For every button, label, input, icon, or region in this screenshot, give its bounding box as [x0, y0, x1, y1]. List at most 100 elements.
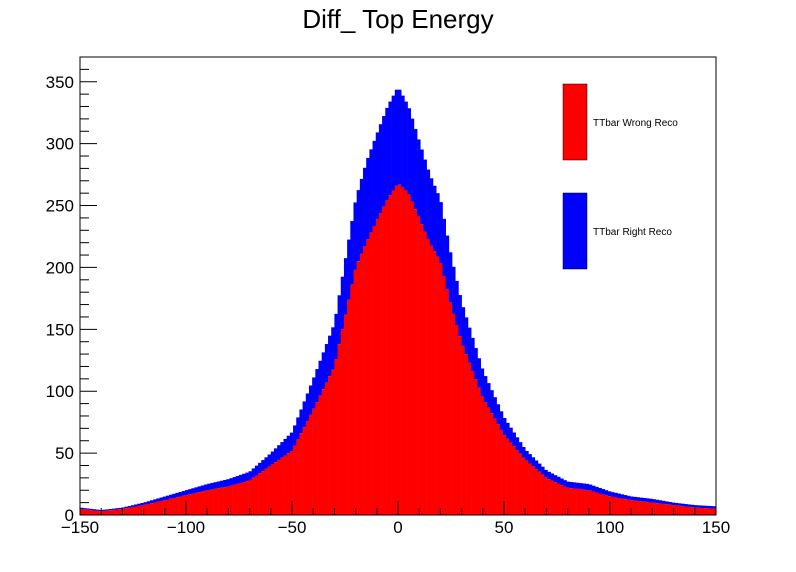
bar-wrong-reco [363, 246, 367, 515]
bar-wrong-reco [124, 508, 128, 515]
bar-wrong-reco [172, 498, 176, 515]
bar-wrong-reco [146, 503, 151, 515]
y-tick-label: 0 [65, 506, 74, 525]
bar-right-reco [219, 480, 224, 488]
bar-wrong-reco [658, 503, 663, 515]
bar-wrong-reco [404, 190, 408, 515]
bar-right-reco [391, 95, 396, 191]
bar-right-reco [623, 495, 628, 500]
bar-wrong-reco [286, 453, 291, 515]
bar-wrong-reco [515, 450, 520, 515]
bar-wrong-reco [432, 251, 437, 516]
bar-wrong-reco [461, 345, 466, 515]
bar-wrong-reco [642, 501, 647, 515]
bar-right-reco [283, 438, 287, 456]
bar-wrong-reco [633, 500, 637, 515]
bar-wrong-reco [315, 402, 319, 515]
bar-wrong-reco [652, 502, 656, 515]
bar-wrong-reco [197, 492, 202, 515]
bar-wrong-reco [251, 477, 256, 515]
bar-wrong-reco [277, 459, 281, 515]
bar-right-reco [480, 368, 485, 397]
legend: TTbar Wrong Reco TTbar Right Reco [562, 83, 678, 270]
bar-wrong-reco [372, 225, 377, 516]
bar-right-reco [130, 505, 135, 508]
bar-right-reco [407, 108, 412, 195]
bar-wrong-reco [420, 224, 424, 516]
bar-wrong-reco [149, 503, 154, 515]
bar-right-reco [410, 118, 415, 202]
bar-wrong-reco [194, 492, 198, 515]
bar-wrong-reco [693, 507, 698, 515]
bar-right-reco [296, 417, 300, 440]
bar-right-reco [242, 473, 246, 483]
bar-right-reco [372, 140, 377, 226]
bar-wrong-reco [582, 489, 586, 515]
bar-wrong-reco [299, 433, 303, 515]
bar-wrong-reco [502, 435, 507, 515]
bar-wrong-reco [588, 490, 593, 515]
bar-wrong-reco [569, 488, 574, 515]
bar-wrong-reco [83, 509, 87, 515]
bar-wrong-reco [522, 457, 526, 515]
bar-wrong-reco [375, 219, 380, 515]
bar-right-reco [642, 497, 647, 502]
bar-wrong-reco [509, 442, 513, 515]
bar-right-reco [487, 383, 491, 408]
bar-wrong-reco [226, 486, 230, 515]
bar-right-reco [423, 159, 427, 232]
bar-right-reco [636, 497, 640, 501]
bar-right-reco [483, 376, 488, 403]
bar-wrong-reco [153, 502, 157, 515]
bar-right-reco [467, 327, 472, 363]
bar-wrong-reco [378, 213, 383, 515]
bar-wrong-reco [80, 508, 84, 515]
bar-right-reco [340, 276, 345, 330]
bar-right-reco [331, 327, 335, 370]
bar-wrong-reco [394, 185, 399, 515]
x-tick-label: −50 [278, 518, 307, 537]
bar-right-reco [550, 473, 555, 481]
bar-wrong-reco [439, 263, 443, 515]
bar-wrong-reco [547, 479, 551, 515]
bar-right-reco [347, 239, 351, 300]
bar-right-reco [245, 472, 249, 482]
bar-right-reco [700, 505, 704, 508]
bar-right-reco [582, 483, 586, 490]
bar-wrong-reco [191, 493, 195, 515]
bar-right-reco [611, 492, 615, 497]
bar-right-reco [172, 493, 176, 499]
bar-wrong-reco [270, 464, 275, 515]
bar-right-reco [572, 482, 577, 489]
x-tick-label: −100 [167, 518, 205, 537]
bar-right-reco [111, 508, 116, 510]
bar-right-reco [102, 509, 106, 511]
bar-right-reco [280, 442, 284, 458]
bar-wrong-reco [118, 509, 122, 515]
bar-right-reco [200, 485, 205, 492]
bar-right-reco [359, 178, 364, 254]
bar-wrong-reco [388, 195, 392, 516]
bar-wrong-reco [655, 503, 660, 515]
bar-right-reco [436, 193, 440, 257]
bar-right-reco [251, 468, 256, 478]
bar-right-reco [709, 506, 714, 509]
bar-right-reco [105, 509, 109, 511]
bar-right-reco [690, 504, 695, 508]
bar-wrong-reco [709, 508, 714, 515]
bar-wrong-reco [595, 492, 599, 515]
bar-wrong-reco [267, 466, 272, 515]
bar-right-reco [89, 508, 94, 511]
bar-right-reco [318, 360, 322, 396]
bar-right-reco [471, 337, 475, 371]
bar-wrong-reco [448, 302, 453, 515]
bar-right-reco [127, 505, 132, 508]
bar-wrong-reco [553, 482, 558, 515]
bar-wrong-reco [528, 463, 532, 515]
bar-wrong-reco [601, 494, 605, 515]
bar-wrong-reco [598, 493, 602, 515]
bar-wrong-reco [223, 487, 227, 515]
bar-right-reco [655, 499, 660, 504]
bar-wrong-reco [169, 498, 173, 515]
y-tick-label: 250 [46, 197, 74, 216]
